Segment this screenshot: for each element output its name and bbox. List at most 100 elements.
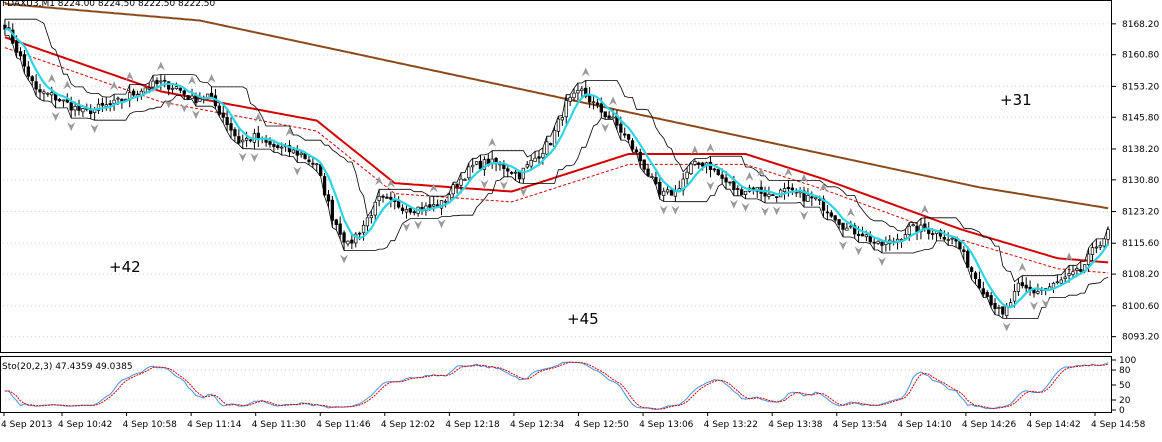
candle-body	[326, 194, 331, 202]
candle-body	[338, 223, 342, 235]
time-tick-label: 4 Sep 14:26	[962, 420, 1017, 430]
candle-body	[151, 80, 155, 88]
candle-body	[599, 103, 603, 113]
candle-body	[408, 207, 412, 213]
candle-body	[810, 196, 814, 199]
time-axis: 4 Sep 2013 4 Sep 10:42 4 Sep 10:58 4 Sep 11…	[1, 412, 1146, 430]
candle-body	[77, 105, 81, 111]
candle-body	[958, 241, 962, 250]
candle-body	[564, 100, 568, 118]
fractal-down-icon	[601, 123, 610, 133]
price-tick-label: 8168.20	[1122, 20, 1159, 30]
fractal-down-icon	[854, 246, 863, 256]
candle-body	[833, 215, 837, 221]
candle-body	[174, 86, 179, 90]
price-tick-label: 8100.60	[1122, 302, 1159, 312]
candle-body	[1024, 284, 1028, 289]
candle-body	[463, 179, 467, 181]
candle-body	[510, 172, 514, 174]
candle-body	[665, 189, 670, 193]
fractal-markers-layer	[47, 61, 1074, 332]
candle-body	[763, 192, 767, 197]
candle-body	[299, 152, 303, 156]
fast-ma-layer	[4, 28, 1110, 309]
candle-body	[14, 41, 19, 53]
candle-body	[1016, 282, 1021, 292]
candle-body	[50, 92, 54, 96]
stochastic-d-line	[4, 361, 1109, 410]
candle-body	[400, 207, 405, 211]
candle-body	[369, 215, 374, 219]
fractal-up-icon	[285, 127, 294, 137]
candle-body	[572, 92, 576, 99]
candle-body	[346, 240, 350, 245]
candle-body	[549, 143, 553, 146]
annotation-plus-45: +45	[567, 310, 599, 328]
candle-body	[182, 90, 186, 95]
candle-body	[985, 292, 989, 297]
long-ma-line	[4, 2, 1109, 210]
candle-body	[876, 240, 880, 244]
candle-body	[946, 239, 950, 241]
price-tick-label: 8130.80	[1122, 176, 1159, 186]
candle-body	[73, 106, 77, 111]
fractal-up-icon	[207, 73, 216, 83]
candle-body	[1067, 273, 1071, 276]
candle-body	[556, 118, 561, 132]
fractal-up-icon	[125, 71, 134, 81]
candle-body	[1001, 306, 1005, 315]
candle-body	[209, 92, 214, 98]
price-tick-label: 8093.20	[1122, 333, 1159, 343]
candle-body	[576, 90, 580, 94]
candle-body	[1079, 269, 1083, 272]
candle-body	[22, 54, 27, 67]
fractal-down-icon	[90, 124, 99, 134]
candle-body	[529, 160, 533, 167]
chart-title: FDAXU3,M1 8224.00 8224.50 8222.50 8222.5…	[2, 0, 216, 9]
candle-body	[981, 288, 985, 295]
candle-body	[743, 190, 748, 195]
time-tick-label: 4 Sep 13:38	[768, 420, 823, 430]
candle-body	[872, 241, 876, 244]
candle-body	[623, 133, 627, 136]
candle-body	[1094, 246, 1099, 249]
time-tick-label: 4 Sep 13:22	[704, 420, 758, 430]
candle-body	[907, 225, 911, 235]
candle-body	[30, 76, 34, 82]
candle-body	[276, 145, 280, 149]
candle-body	[962, 249, 966, 252]
fractal-up-icon	[846, 207, 855, 217]
candle-body	[18, 51, 23, 57]
candle-body	[1012, 291, 1017, 302]
candle-body	[607, 115, 611, 119]
candle-body	[545, 141, 549, 155]
fractal-down-icon	[402, 222, 411, 232]
candle-body	[471, 164, 475, 168]
candle-body	[428, 204, 432, 208]
price-tick-label: 8138.20	[1122, 145, 1159, 155]
candle-body	[373, 201, 377, 216]
candle-body	[1063, 276, 1067, 279]
candle-body	[467, 166, 471, 179]
candle-body	[1102, 238, 1106, 247]
stochastic-tick-label: 0	[1119, 406, 1125, 416]
candle-body	[517, 171, 522, 180]
price-tick-label: 8153.20	[1122, 82, 1159, 92]
candle-body	[1071, 271, 1075, 275]
candle-body	[646, 168, 650, 176]
fractal-up-icon	[1018, 262, 1027, 272]
fractal-up-icon	[1065, 252, 1074, 262]
candle-body	[159, 80, 163, 83]
candle-body	[786, 186, 791, 190]
fractal-down-icon	[800, 211, 809, 221]
candle-body	[237, 136, 241, 144]
candle-body	[385, 196, 389, 199]
candle-body	[942, 237, 946, 240]
fractal-up-icon	[800, 173, 809, 183]
candle-body	[537, 156, 541, 159]
candle-body	[42, 91, 46, 94]
candle-body	[163, 79, 167, 82]
fractal-down-icon	[772, 206, 781, 216]
candle-body	[1075, 268, 1079, 271]
